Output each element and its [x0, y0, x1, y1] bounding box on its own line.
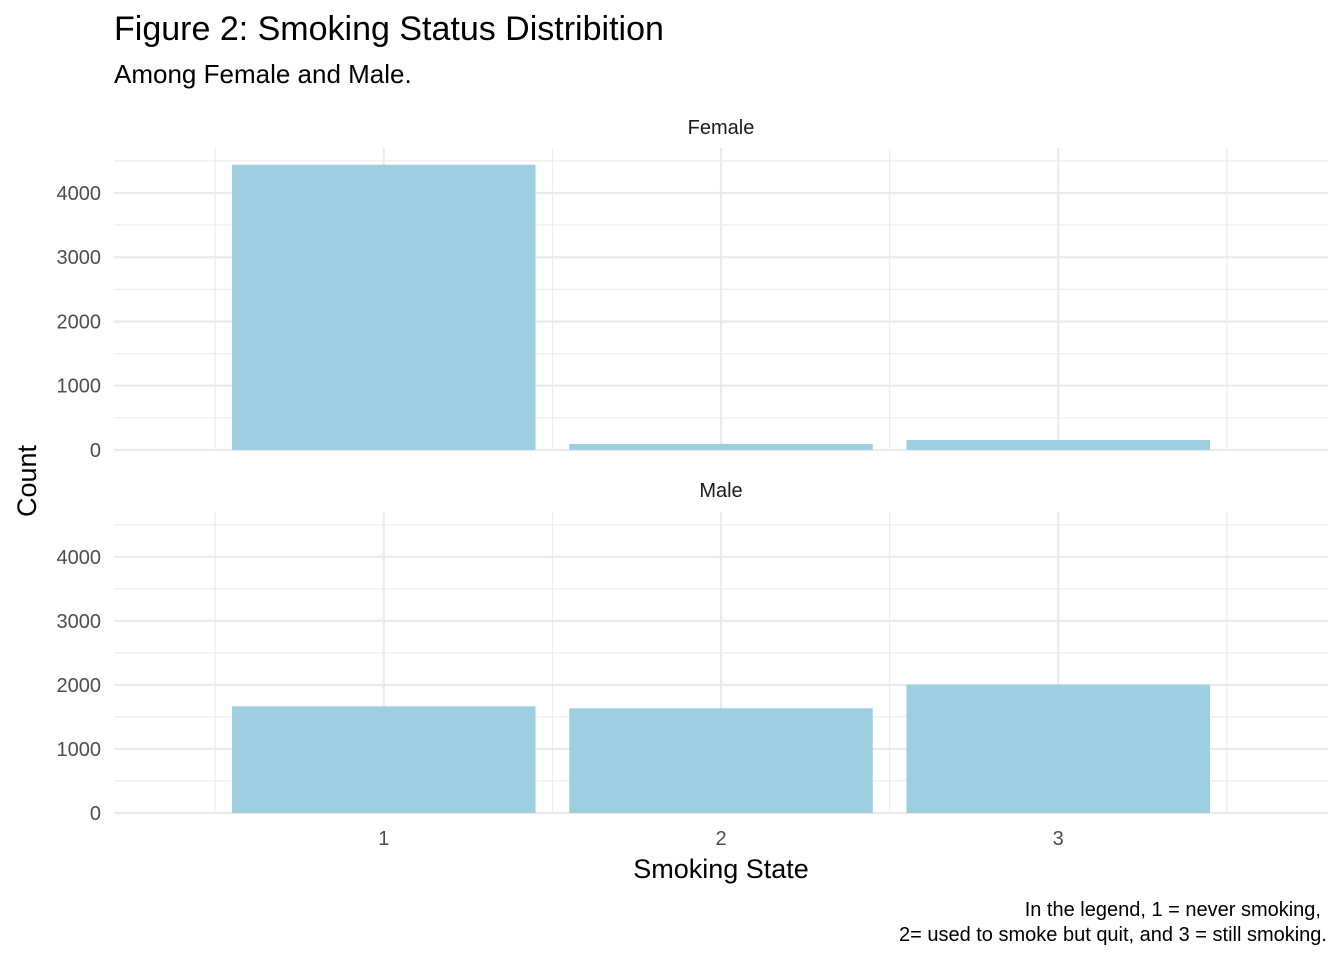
y-tick-label: 3000: [57, 247, 102, 269]
y-tick-label: 0: [90, 440, 101, 462]
bar-male-2: [569, 708, 873, 813]
bar-male-3: [906, 684, 1210, 813]
facet-label: Female: [688, 117, 755, 139]
x-tick-label: 3: [1053, 828, 1064, 850]
y-tick-label: 2000: [57, 675, 102, 697]
bar-female-1: [232, 164, 536, 450]
x-tick-label: 2: [715, 828, 726, 850]
bar-female-3: [906, 440, 1210, 450]
y-axis-label: Count: [12, 444, 42, 517]
y-tick-label: 1000: [57, 376, 102, 398]
facet-label: Male: [699, 480, 742, 502]
chart-subtitle: Among Female and Male.: [114, 59, 412, 89]
caption-line-1: In the legend, 1 = never smoking,: [1025, 899, 1321, 921]
bar-female-2: [569, 443, 873, 450]
facet-panels: Female 0 1000 2000 3000 4000 Male 0 1000 2000 3000…: [57, 117, 1328, 850]
x-axis-label: Smoking State: [633, 854, 809, 884]
chart-title: Figure 2: Smoking Status Distribition: [114, 10, 664, 48]
x-tick-label: 1: [378, 828, 389, 850]
y-tick-label: 3000: [57, 611, 102, 633]
y-tick-label: 4000: [57, 183, 102, 205]
y-tick-label: 2000: [57, 311, 102, 333]
caption-line-2: 2= used to smoke but quit, and 3 = still…: [899, 924, 1327, 946]
y-tick-label: 0: [90, 803, 101, 825]
y-tick-label: 1000: [57, 739, 102, 761]
y-tick-label: 4000: [57, 547, 102, 569]
bar-male-1: [232, 706, 536, 813]
